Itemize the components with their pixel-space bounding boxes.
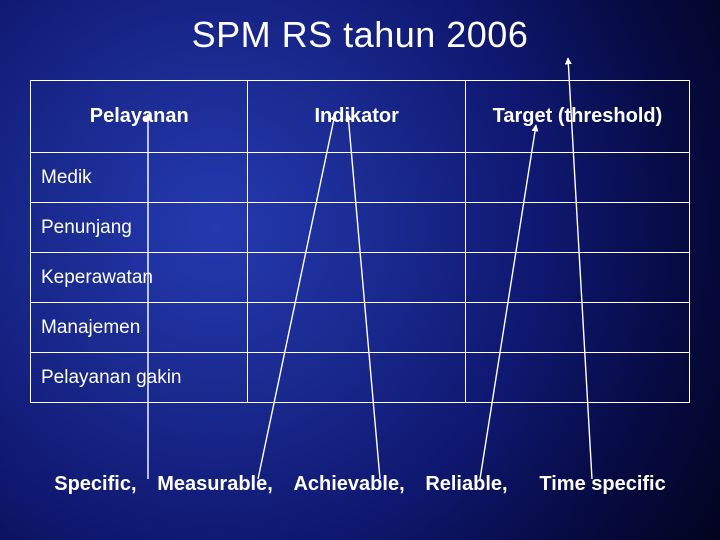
table-row: Medik (31, 153, 690, 203)
table-row: Penunjang (31, 203, 690, 253)
cell-indikator (248, 353, 465, 403)
cell-target (465, 353, 689, 403)
col-header-pelayanan: Pelayanan (31, 81, 248, 153)
col-header-target: Target (threshold) (465, 81, 689, 153)
cell-pelayanan: Keperawatan (31, 253, 248, 303)
table-row: Keperawatan (31, 253, 690, 303)
cell-indikator (248, 303, 465, 353)
smart-item-specific: Specific, (52, 473, 138, 495)
smart-criteria-row: Specific, Measurable, Achievable, Reliab… (0, 473, 720, 496)
cell-pelayanan: Manajemen (31, 303, 248, 353)
spm-table: Pelayanan Indikator Target (threshold) M… (30, 80, 690, 403)
cell-indikator (248, 203, 465, 253)
cell-target (465, 153, 689, 203)
smart-item-measurable: Measurable, (155, 473, 275, 495)
cell-pelayanan: Medik (31, 153, 248, 203)
cell-pelayanan: Pelayanan gakin (31, 353, 248, 403)
smart-item-timespecific: Time specific (537, 473, 667, 495)
smart-item-reliable: Reliable, (423, 473, 509, 495)
cell-indikator (248, 253, 465, 303)
table-header-row: Pelayanan Indikator Target (threshold) (31, 81, 690, 153)
smart-item-achievable: Achievable, (291, 473, 406, 495)
col-header-indikator: Indikator (248, 81, 465, 153)
slide-title: SPM RS tahun 2006 (0, 14, 720, 56)
table-row: Pelayanan gakin (31, 353, 690, 403)
spm-table-container: Pelayanan Indikator Target (threshold) M… (30, 80, 690, 403)
cell-pelayanan: Penunjang (31, 203, 248, 253)
cell-indikator (248, 153, 465, 203)
cell-target (465, 203, 689, 253)
cell-target (465, 253, 689, 303)
cell-target (465, 303, 689, 353)
table-row: Manajemen (31, 303, 690, 353)
